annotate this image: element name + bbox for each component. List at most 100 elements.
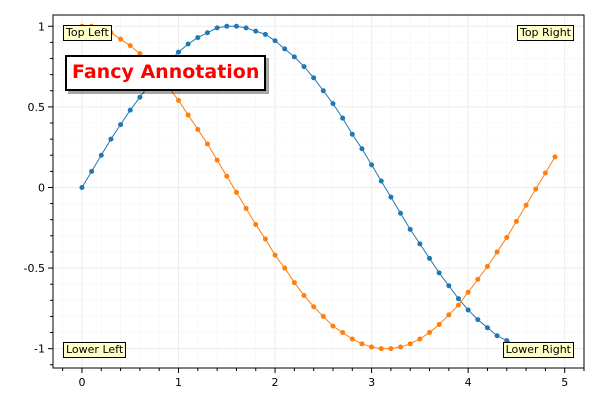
data-point-sin bbox=[89, 168, 95, 174]
data-point-cos bbox=[262, 236, 268, 242]
data-point-sin bbox=[291, 54, 297, 60]
data-point-sin bbox=[484, 325, 490, 331]
data-point-cos bbox=[455, 302, 461, 308]
data-point-sin bbox=[79, 184, 85, 190]
x-tick-label: 0 bbox=[78, 376, 85, 389]
data-point-sin bbox=[204, 30, 210, 36]
data-point-sin bbox=[98, 152, 104, 158]
axes: 0 1 2 3 4 5 -1 -0.5 0 0.5 1 bbox=[24, 14, 585, 389]
data-point-sin bbox=[233, 23, 239, 29]
data-point-sin bbox=[224, 23, 230, 29]
annotation-lower-right: Lower Right bbox=[502, 342, 574, 358]
data-point-sin bbox=[378, 178, 384, 184]
x-tick-label: 4 bbox=[465, 376, 472, 389]
data-point-cos bbox=[349, 336, 355, 342]
data-point-sin bbox=[301, 64, 307, 70]
data-point-cos bbox=[243, 205, 249, 211]
data-point-sin bbox=[118, 122, 124, 128]
data-point-cos bbox=[446, 312, 452, 318]
data-point-sin bbox=[504, 338, 510, 344]
data-point-sin bbox=[330, 101, 336, 107]
data-point-sin bbox=[436, 270, 442, 276]
data-point-cos bbox=[475, 276, 481, 282]
data-point-cos bbox=[523, 202, 529, 208]
data-point-cos bbox=[436, 321, 442, 327]
data-point-cos bbox=[311, 304, 317, 310]
data-point-sin bbox=[243, 25, 249, 31]
y-tick-label: -0.5 bbox=[24, 262, 45, 275]
data-point-cos bbox=[533, 186, 539, 192]
data-point-sin bbox=[407, 226, 413, 232]
data-point-cos bbox=[369, 344, 375, 350]
data-point-cos bbox=[137, 51, 143, 57]
data-point-cos bbox=[214, 157, 220, 163]
data-point-cos bbox=[513, 218, 519, 224]
y-tick-label: 0.5 bbox=[28, 101, 46, 114]
fancy-annotation: Fancy Annotation bbox=[65, 55, 267, 91]
annotation-lower-left: Lower Left bbox=[63, 342, 127, 358]
data-point-cos bbox=[118, 36, 124, 42]
data-point-cos bbox=[224, 173, 230, 179]
data-point-cos bbox=[282, 265, 288, 271]
data-point-cos bbox=[359, 341, 365, 347]
data-point-cos bbox=[291, 280, 297, 286]
data-point-cos bbox=[484, 263, 490, 269]
data-point-sin bbox=[455, 296, 461, 302]
data-point-sin bbox=[262, 31, 268, 37]
data-point-cos bbox=[233, 189, 239, 195]
data-point-cos bbox=[552, 154, 558, 160]
data-point-sin bbox=[320, 88, 326, 94]
data-point-cos bbox=[320, 313, 326, 319]
x-tick-label: 3 bbox=[368, 376, 375, 389]
data-point-sin bbox=[195, 35, 201, 41]
data-point-cos bbox=[407, 341, 413, 347]
data-point-cos bbox=[398, 344, 404, 350]
x-tick-label: 5 bbox=[561, 376, 568, 389]
x-tick-label: 1 bbox=[175, 376, 182, 389]
data-point-cos bbox=[417, 336, 423, 342]
data-point-cos bbox=[301, 292, 307, 298]
data-point-sin bbox=[465, 307, 471, 313]
data-point-cos bbox=[330, 323, 336, 329]
x-tick-label: 2 bbox=[272, 376, 279, 389]
annotation-top-left: Top Left bbox=[63, 25, 112, 41]
data-point-sin bbox=[359, 146, 365, 152]
y-tick-label: -1 bbox=[34, 343, 45, 356]
data-point-sin bbox=[185, 41, 191, 47]
data-point-cos bbox=[494, 249, 500, 255]
data-point-sin bbox=[311, 75, 317, 81]
data-point-sin bbox=[282, 46, 288, 52]
data-point-sin bbox=[398, 210, 404, 216]
data-point-sin bbox=[176, 49, 182, 55]
data-point-cos bbox=[176, 97, 182, 103]
data-point-sin bbox=[127, 107, 133, 113]
annotation-top-right: Top Right bbox=[516, 25, 574, 41]
data-point-cos bbox=[185, 112, 191, 118]
data-point-cos bbox=[272, 252, 278, 258]
data-point-cos bbox=[340, 330, 346, 336]
data-point-sin bbox=[349, 131, 355, 137]
data-point-sin bbox=[369, 162, 375, 168]
data-point-sin bbox=[253, 28, 259, 34]
data-point-cos bbox=[127, 43, 133, 49]
data-point-sin bbox=[214, 25, 220, 31]
data-point-sin bbox=[272, 38, 278, 44]
data-point-sin bbox=[446, 283, 452, 289]
data-point-cos bbox=[204, 141, 210, 147]
data-point-sin bbox=[494, 333, 500, 339]
data-point-cos bbox=[465, 289, 471, 295]
data-point-sin bbox=[108, 136, 114, 142]
data-point-cos bbox=[388, 346, 394, 352]
data-point-sin bbox=[427, 255, 433, 261]
data-point-cos bbox=[427, 330, 433, 336]
data-point-sin bbox=[417, 241, 423, 247]
data-point-sin bbox=[475, 317, 481, 323]
data-point-cos bbox=[195, 126, 201, 132]
data-point-cos bbox=[504, 234, 510, 240]
data-point-sin bbox=[340, 115, 346, 121]
plot-frame bbox=[52, 14, 585, 369]
data-point-sin bbox=[137, 94, 143, 100]
y-tick-label: 0 bbox=[38, 181, 45, 194]
